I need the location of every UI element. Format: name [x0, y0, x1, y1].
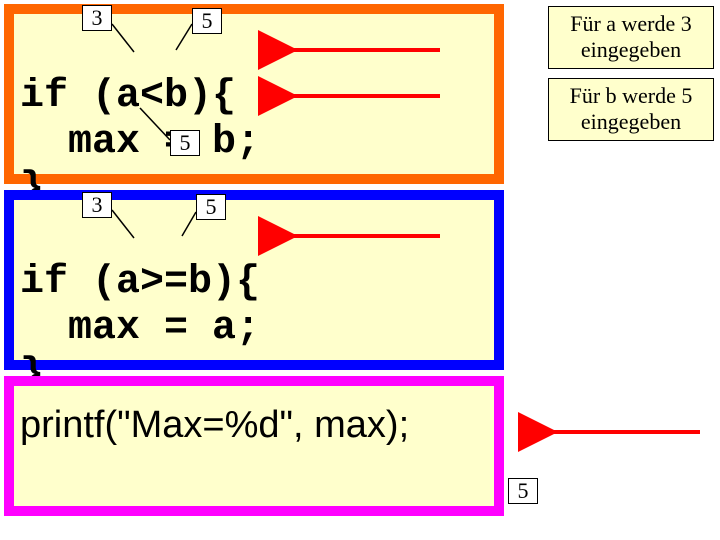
code-block-2: if (a>=b){ max = a; } — [4, 190, 504, 370]
code-text-3: printf("Max=%d", max); — [14, 386, 494, 447]
note-a: Für a werde 3 eingegeben — [548, 6, 714, 69]
note-a-line1: Für a werde 3 — [570, 11, 692, 36]
code-text-1: if (a<b){ max = b; } — [14, 14, 494, 212]
note-b-line2: eingegeben — [581, 109, 681, 134]
annotation-5-b2: 5 — [196, 194, 226, 220]
annotation-3: 3 — [82, 5, 112, 31]
code-block-1: if (a<b){ max = b; } — [4, 4, 504, 184]
note-a-line2: eingegeben — [581, 37, 681, 62]
annotation-5-b3: 5 — [508, 478, 538, 504]
annotation-5: 5 — [192, 8, 222, 34]
code-block-3: printf("Max=%d", max); — [4, 376, 504, 516]
code-text-2: if (a>=b){ max = a; } — [14, 200, 494, 398]
annotation-3-b2: 3 — [82, 192, 112, 218]
note-b-line1: Für b werde 5 — [570, 83, 693, 108]
note-b: Für b werde 5 eingegeben — [548, 78, 714, 141]
annotation-result-5: 5 — [170, 130, 200, 156]
